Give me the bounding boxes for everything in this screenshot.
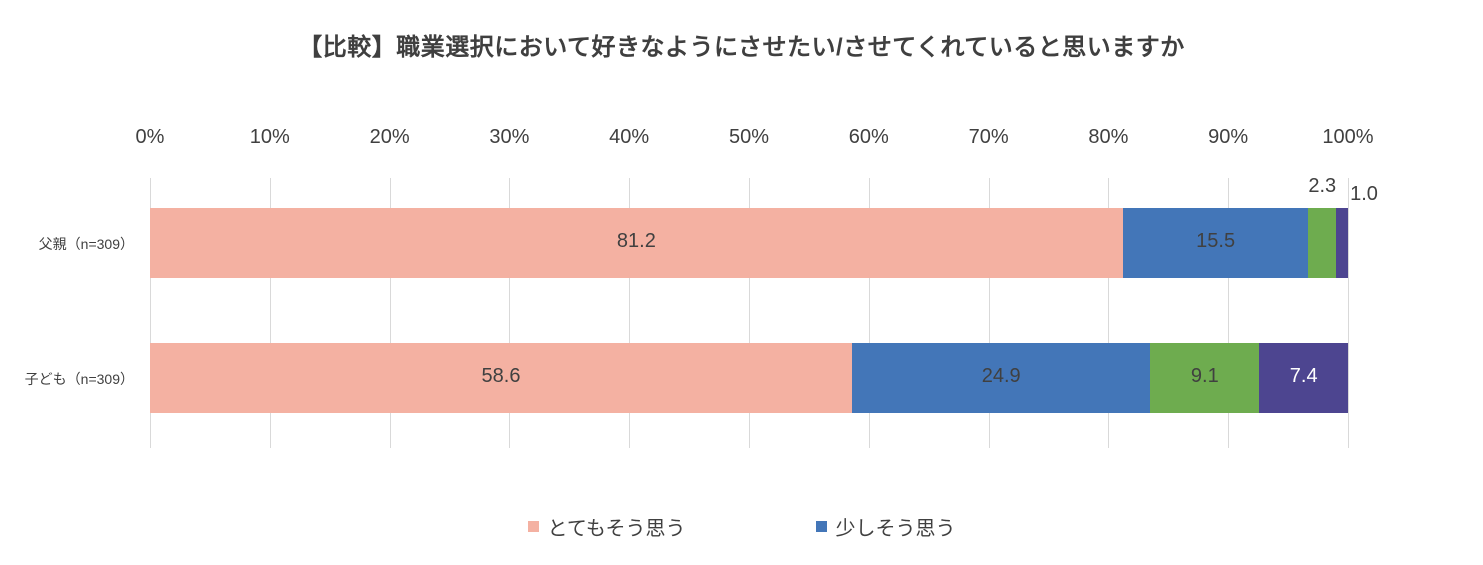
gridline <box>988 178 990 448</box>
data-label: 1.0 <box>1350 183 1378 205</box>
legend-item: とてもそう思う <box>527 512 686 541</box>
x-tick-label: 10% <box>249 126 290 148</box>
x-tick-label: 0% <box>135 126 165 148</box>
x-tick-label: 60% <box>848 126 889 148</box>
gridline <box>509 178 511 448</box>
category-label: 父親（n=309） <box>38 236 134 252</box>
gridline <box>389 178 391 448</box>
legend-label: とてもそう思う <box>547 518 686 540</box>
x-tick-label: 40% <box>609 126 650 148</box>
bar-segment <box>150 343 853 413</box>
data-label: 7.4 <box>1289 365 1318 387</box>
bar-segment <box>1336 208 1348 278</box>
gridline <box>150 178 151 448</box>
bar-segment <box>150 208 1123 278</box>
x-tick-label: 30% <box>489 126 530 148</box>
x-tick-label: 70% <box>968 126 1009 148</box>
x-tick-label: 50% <box>728 126 770 148</box>
gridline <box>868 178 870 448</box>
x-tick-label: 90% <box>1208 126 1249 148</box>
legend: とてもそう思う 少しそう思う <box>0 512 1483 541</box>
legend-label: 少しそう思う <box>835 518 956 540</box>
gridline <box>269 178 271 448</box>
bar-segment <box>1150 343 1260 413</box>
gridline <box>1348 178 1349 448</box>
x-tick-label: 20% <box>369 126 410 148</box>
category-label: 子ども（n=309） <box>24 371 134 387</box>
bar-segment <box>1122 208 1309 278</box>
bar-segment <box>1259 343 1348 413</box>
x-tick-label: 100% <box>1322 126 1374 148</box>
x-tick-label: 80% <box>1088 126 1129 148</box>
legend-item: 少しそう思う <box>815 512 956 541</box>
data-label: 58.6 <box>481 365 521 387</box>
data-label: 15.5 <box>1196 230 1236 252</box>
data-label: 9.1 <box>1190 365 1219 387</box>
gridline <box>1228 178 1230 448</box>
legend-swatch-icon <box>815 521 827 532</box>
gridline <box>629 178 631 448</box>
gridline <box>749 178 750 448</box>
chart-title: 【比較】職業選択において好きなようにさせたい/させてくれていると思いますか <box>298 34 1185 61</box>
gridline <box>1108 178 1110 448</box>
data-label: 24.9 <box>981 365 1021 387</box>
data-label: 2.3 <box>1308 175 1337 197</box>
legend-swatch-icon <box>527 521 539 532</box>
data-label: 81.2 <box>616 230 656 252</box>
bar-segment <box>852 343 1151 413</box>
bar-segment <box>1308 208 1336 278</box>
